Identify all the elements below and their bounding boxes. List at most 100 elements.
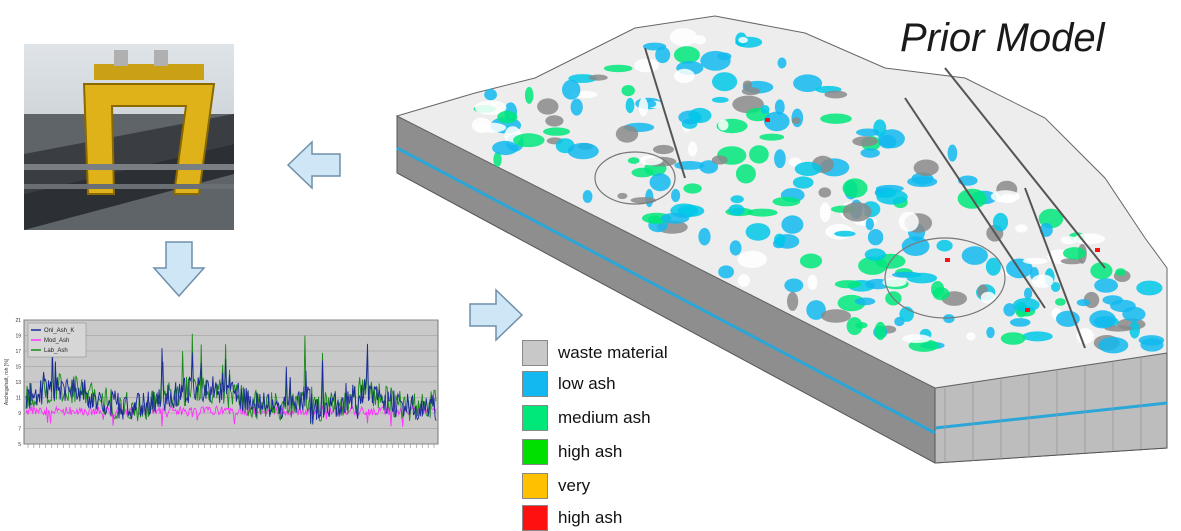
ridge-line [644, 47, 686, 179]
ash-patch [638, 97, 649, 117]
very-high-ash-spot [945, 258, 950, 262]
y-tick-label: 13 [15, 380, 21, 386]
legend-swatch [522, 473, 548, 499]
ash-patch [999, 193, 1017, 204]
ash-patch [759, 133, 785, 141]
ash-patch [874, 321, 887, 341]
ash-patch [764, 111, 790, 132]
ash-patch [864, 248, 886, 261]
legend-label: very [558, 476, 591, 495]
ash-patch [543, 127, 571, 136]
ash-patch [1022, 331, 1053, 342]
ash-patch [961, 246, 988, 265]
ash-patch [718, 265, 734, 279]
conveyor-photo [24, 44, 234, 230]
ash-patch [1140, 338, 1164, 352]
ash-patch [617, 192, 628, 200]
ash-patch [799, 253, 823, 269]
ash-patch [856, 128, 880, 137]
legend-label: high ash [558, 442, 623, 461]
ash-patch [1012, 298, 1040, 312]
ash-patch [792, 176, 814, 189]
ash-patch [902, 334, 931, 343]
ash-patch [698, 227, 711, 246]
ash-patch [882, 277, 907, 287]
chart-legend-label: Lab_Ash [44, 348, 68, 354]
ash-patch [649, 173, 671, 192]
ash-patch [1000, 332, 1026, 345]
ash-patch [669, 28, 698, 46]
pit-outline [594, 151, 676, 205]
ash-patch [513, 133, 545, 148]
ash-patch [772, 196, 801, 207]
ash-patch [1073, 233, 1105, 245]
series-line-mod-ash [25, 404, 437, 427]
ash-patch [794, 161, 822, 176]
series-line-onl-ash [25, 343, 437, 425]
legend-swatch [522, 371, 548, 397]
model-group [395, 15, 1168, 464]
ash-patch [907, 176, 938, 187]
ash-patch [655, 46, 671, 64]
legend-label: medium ash [558, 408, 651, 427]
ash-patch [936, 239, 953, 252]
ash-patch [653, 144, 674, 155]
ash-patch [865, 218, 874, 231]
ash-patch [858, 256, 888, 275]
ash-patch [717, 52, 732, 61]
ash-patch [781, 215, 804, 234]
y-tick-label: 15 [15, 365, 21, 371]
ash-patch [688, 141, 698, 157]
left-arrow-icon [286, 140, 341, 190]
y-tick-label: 9 [18, 411, 21, 417]
legend-label: low ash [558, 374, 616, 393]
right-arrow-icon [469, 288, 524, 342]
legend-item: medium ash [522, 405, 651, 431]
ash-patch [537, 98, 559, 115]
legend-item: low ash [522, 371, 616, 397]
ash-patch [947, 144, 958, 162]
ash-patch [806, 300, 826, 320]
ash-patch [712, 72, 738, 92]
ash-patch [760, 105, 770, 114]
ash-patch [639, 155, 663, 166]
y-tick-label: 17 [15, 349, 21, 355]
ash-patch [1089, 310, 1116, 329]
ash-patch [1003, 303, 1016, 317]
ash-patch [747, 208, 778, 217]
ash-patch [718, 119, 729, 131]
ash-patch [819, 202, 831, 223]
ash-patch [867, 229, 884, 246]
ash-patch [876, 189, 908, 205]
ash-patch [913, 159, 939, 177]
ash-patch [986, 326, 995, 339]
legend-item: waste material [522, 340, 668, 366]
ash-patch [749, 145, 769, 164]
very-high-ash-spot [1025, 308, 1030, 312]
ash-patch [774, 99, 785, 115]
ash-patch [1122, 306, 1146, 322]
ash-patch [673, 46, 700, 64]
down-arrow-icon [152, 241, 206, 298]
page-title: Prior Model [900, 16, 1105, 60]
ash-patch [1031, 274, 1054, 289]
ash-patch [741, 87, 761, 96]
ash-patch [728, 204, 745, 216]
ash-patch [737, 250, 767, 268]
ash-patch [774, 233, 786, 246]
ash-patch [1090, 262, 1113, 280]
ash-patch [932, 287, 950, 301]
ridge-line [904, 97, 1046, 309]
ash-patch [1102, 295, 1123, 305]
y-tick-label: 21 [15, 318, 21, 324]
legend-item: very [522, 473, 590, 499]
ash-patch [1136, 280, 1163, 296]
ash-patch [842, 178, 868, 198]
ash-patch [524, 86, 534, 104]
chart-legend-label: Mod_Ash [44, 338, 69, 344]
ash-patch [484, 88, 497, 101]
ash-patch [627, 157, 640, 164]
ash-patch [711, 96, 729, 103]
ash-patch [898, 211, 919, 232]
seam-line [934, 401, 1168, 430]
